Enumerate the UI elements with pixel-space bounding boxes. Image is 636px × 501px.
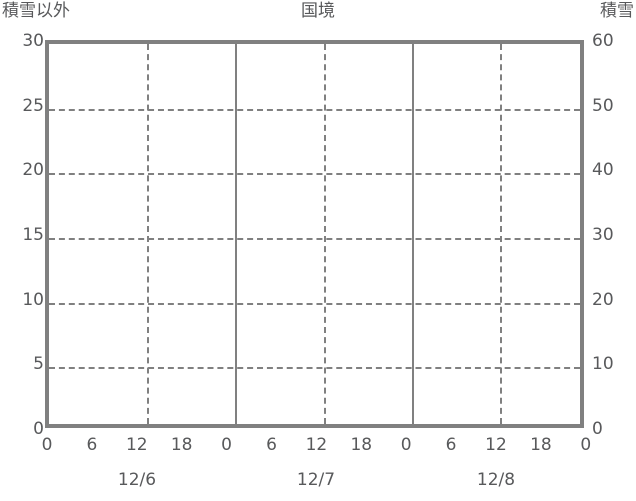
- y-tick-left: 30: [22, 31, 44, 51]
- y-tick-left: 0: [33, 419, 44, 439]
- right-axis-title: 積雪: [600, 1, 634, 21]
- y-tick-right: 10: [592, 354, 614, 375]
- plot-inner: [49, 44, 580, 424]
- gridline-horizontal: [49, 302, 580, 305]
- x-date-label: 12/8: [476, 470, 516, 490]
- gridline-horizontal: [49, 238, 580, 240]
- x-tick: 18: [350, 435, 373, 455]
- gridline-vertical-day: [412, 44, 414, 424]
- gridline-vertical-12h: [323, 44, 326, 424]
- x-tick: 18: [170, 435, 193, 455]
- gridline-vertical-12h: [147, 44, 149, 424]
- x-tick: 12: [305, 435, 328, 455]
- x-tick: 0: [580, 435, 592, 455]
- y-tick-right: 0: [592, 419, 603, 439]
- x-tick: 0: [400, 435, 412, 455]
- gridline-horizontal: [49, 173, 580, 176]
- x-tick: 12: [485, 435, 507, 455]
- x-tick: 12: [125, 435, 148, 455]
- x-tick: 0: [221, 435, 232, 455]
- x-date-label: 12/6: [117, 470, 157, 490]
- chart-title: 国境: [301, 1, 335, 21]
- y-tick-left: 20: [22, 160, 44, 181]
- y-tick-right: 60: [592, 31, 614, 51]
- gridline-vertical-day: [235, 44, 238, 424]
- y-tick-left: 25: [22, 95, 44, 116]
- x-tick: 6: [86, 435, 98, 455]
- gridline-horizontal: [49, 367, 580, 370]
- x-tick: 6: [266, 435, 277, 455]
- plot-area: [45, 40, 584, 428]
- y-tick-left: 5: [33, 354, 44, 375]
- x-date-label: 12/7: [296, 470, 336, 490]
- x-tick: 0: [41, 435, 53, 455]
- gridline-vertical-12h: [500, 44, 503, 424]
- y-tick-right: 20: [592, 289, 614, 310]
- y-tick-right: 30: [592, 225, 614, 245]
- y-tick-left: 10: [22, 289, 44, 310]
- gridline-horizontal: [49, 108, 580, 111]
- left-axis-title: 積雪以外: [2, 1, 70, 21]
- y-tick-right: 40: [592, 160, 614, 181]
- x-tick: 6: [445, 435, 457, 455]
- y-tick-left: 15: [22, 225, 44, 245]
- y-tick-right: 50: [592, 95, 614, 116]
- x-tick: 18: [530, 435, 552, 455]
